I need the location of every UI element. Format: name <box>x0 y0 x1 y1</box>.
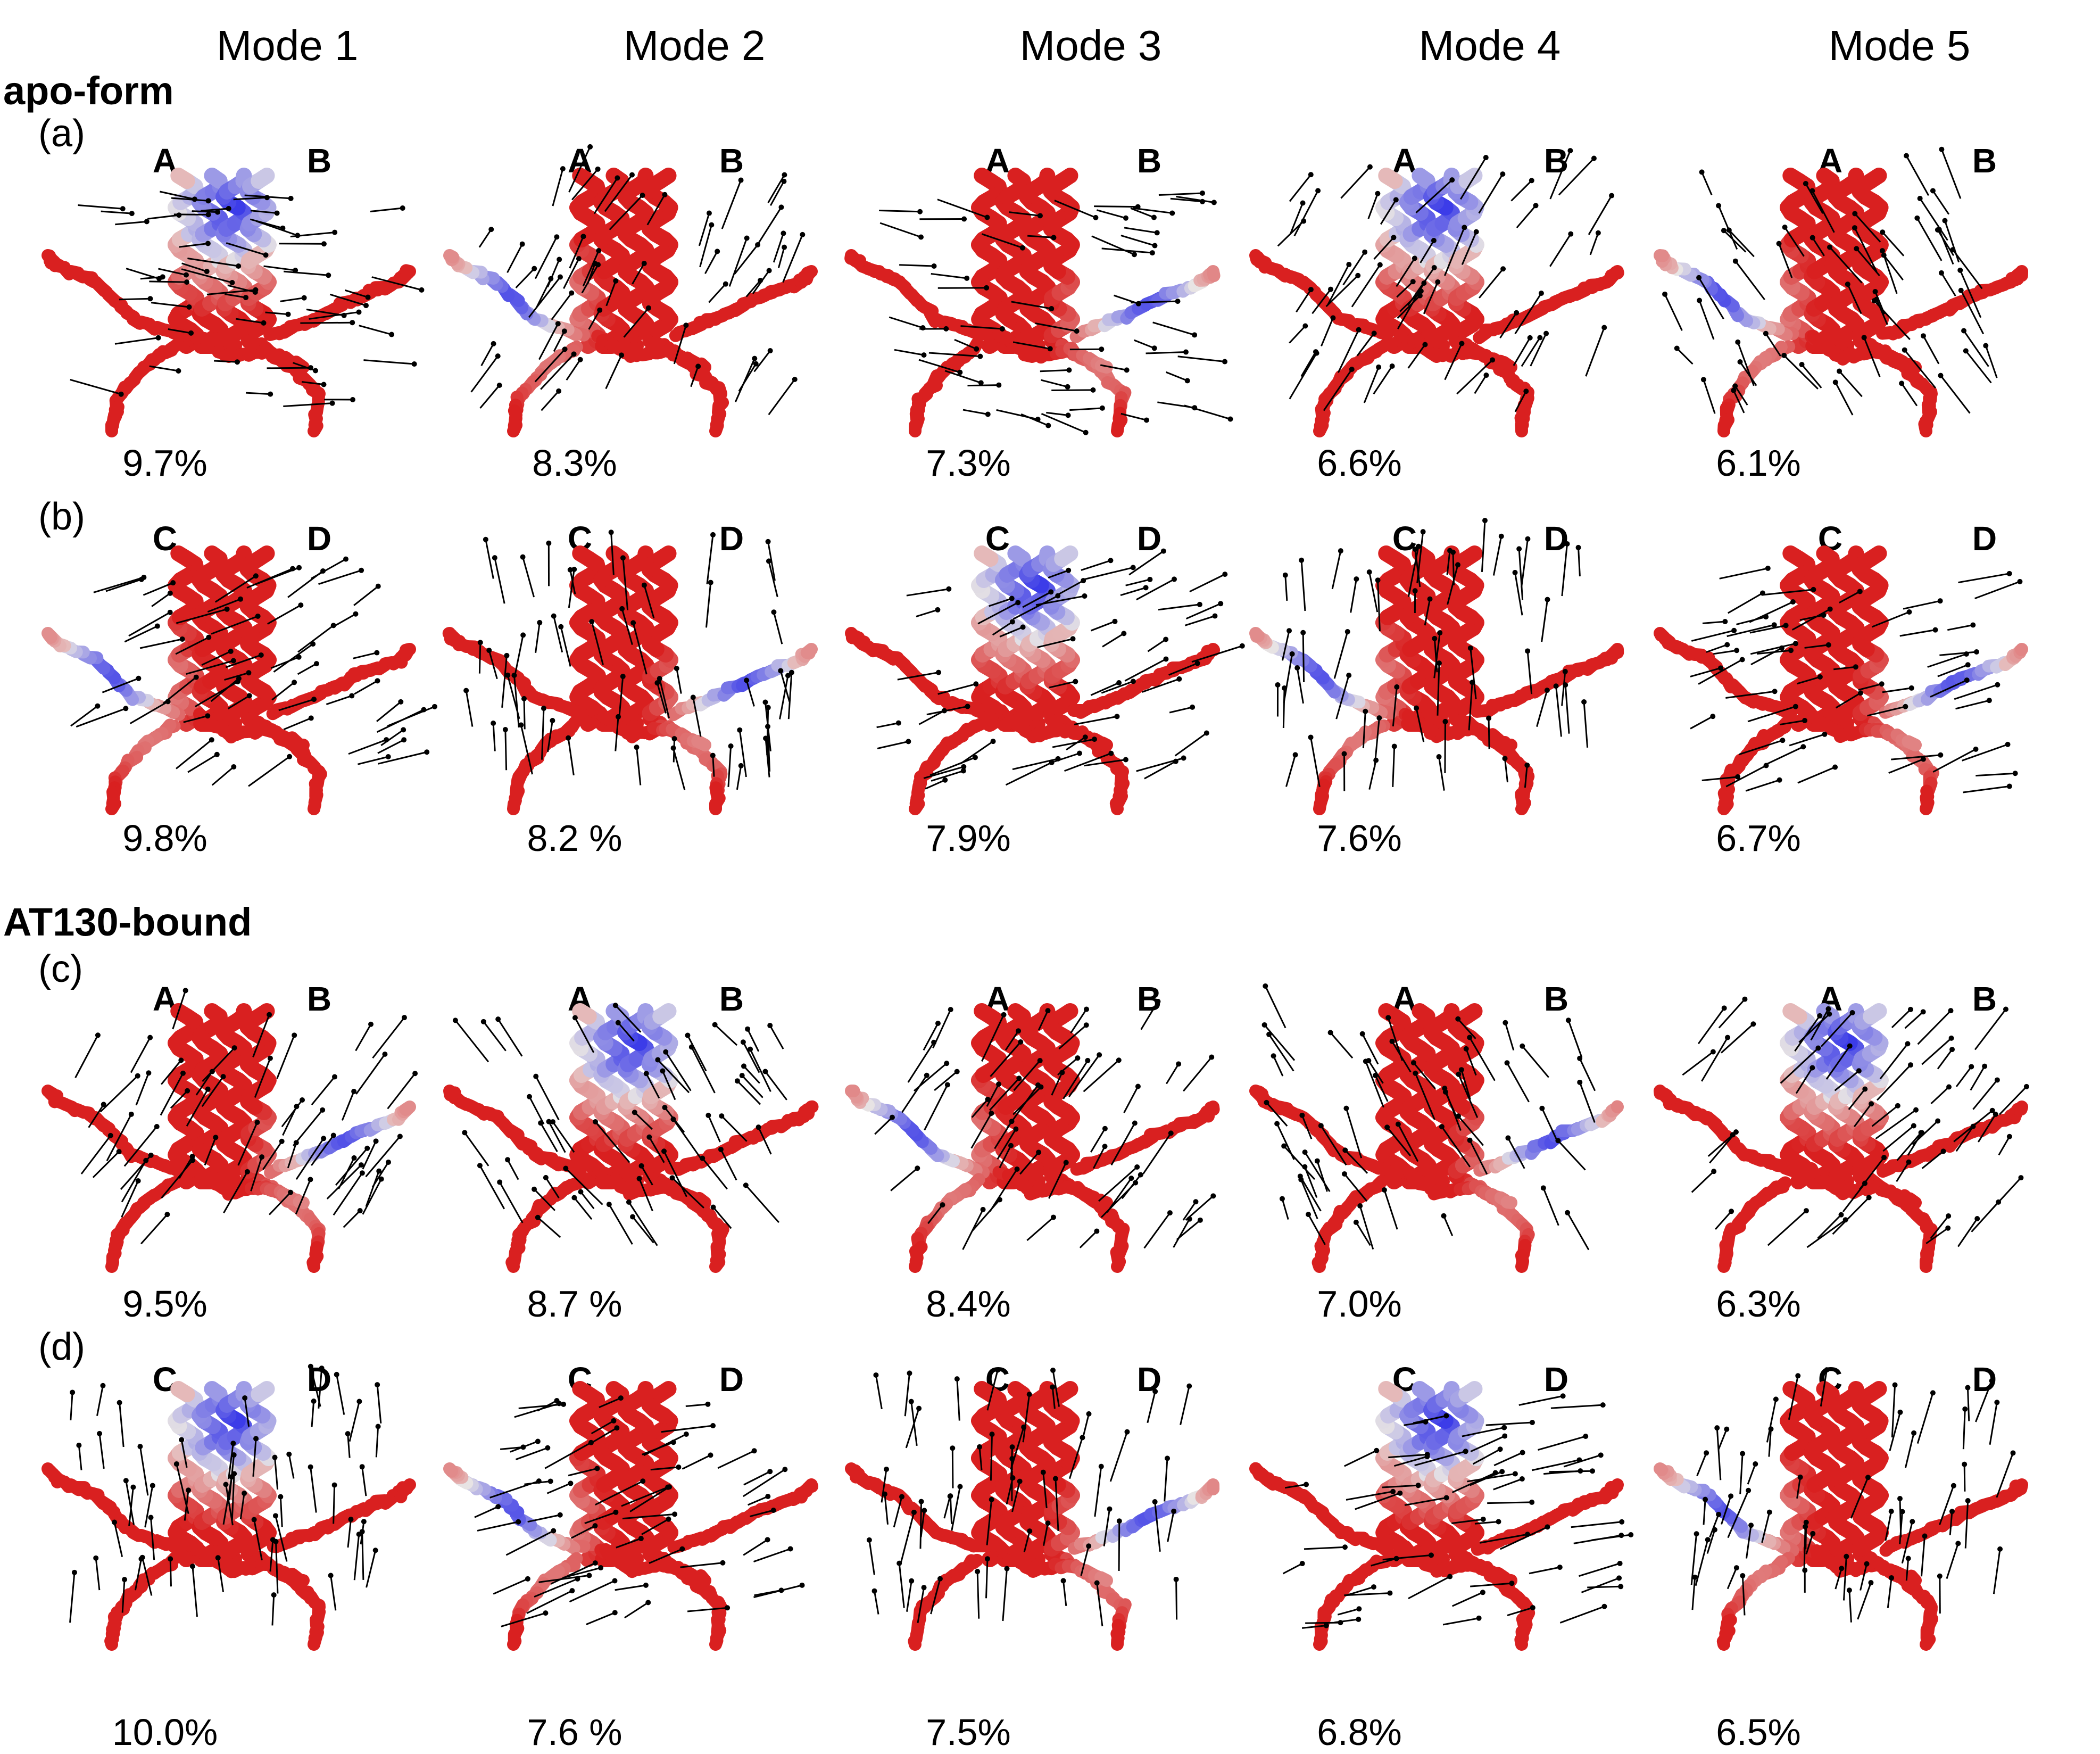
variance-percent: 7.5% <box>926 1711 1011 1753</box>
variance-percent: 7.0% <box>1317 1283 1402 1325</box>
variance-percent: 6.3% <box>1716 1283 1801 1325</box>
protein-ribbon-with-mode-arrows <box>845 998 1220 1273</box>
mode-structure-panel <box>37 144 425 442</box>
section-title-apo: apo-form <box>3 69 174 113</box>
mode-header-4: Mode 4 <box>1418 22 1561 69</box>
variance-percent: 9.5% <box>122 1283 207 1325</box>
mode-structure-panel <box>1649 144 2032 442</box>
chain-label-right: B <box>719 980 744 1018</box>
variance-percent: 7.3% <box>926 442 1011 484</box>
mode-structure-panel <box>1245 1357 1634 1655</box>
chain-label-right: B <box>719 142 744 180</box>
protein-ribbon-with-mode-arrows <box>1654 545 2028 815</box>
chain-label-right: D <box>719 519 744 558</box>
variance-percent: 6.5% <box>1716 1711 1801 1753</box>
mode-structure-panel <box>1245 979 1628 1277</box>
mode-structure-panel <box>439 144 822 442</box>
chain-label-right: B <box>1543 142 1569 180</box>
protein-ribbon-with-mode-arrows <box>1249 983 1624 1273</box>
variance-percent: 7.6 % <box>527 1711 622 1753</box>
mode-structure-panel <box>841 144 1233 442</box>
chain-label-right: D <box>1972 519 1997 558</box>
chain-label-right: D <box>719 1360 744 1399</box>
protein-ribbon-with-mode-arrows <box>1249 148 1624 437</box>
variance-percent: 7.9% <box>926 817 1011 859</box>
chain-label-right: B <box>1136 142 1162 180</box>
mode-structure-panel <box>841 979 1224 1277</box>
protein-ribbon-with-mode-arrows <box>41 988 418 1273</box>
mode-header-1: Mode 1 <box>216 22 359 69</box>
chain-label-right: B <box>306 980 332 1018</box>
mode-structure-panel <box>1245 144 1628 442</box>
mode-structure-panel <box>37 979 420 1277</box>
variance-percent: 6.6% <box>1317 442 1402 484</box>
protein-ribbon-with-mode-arrows <box>442 529 818 815</box>
protein-ribbon-with-mode-arrows <box>845 545 1245 815</box>
chain-label-right: B <box>306 142 332 180</box>
variance-percent: 6.8% <box>1317 1711 1402 1753</box>
mode-structure-panel <box>439 522 822 820</box>
mode-structure-panel <box>439 1357 822 1655</box>
protein-ribbon-with-mode-arrows <box>1249 1381 1634 1651</box>
variance-percent: 6.1% <box>1716 442 1801 484</box>
chain-label-right: D <box>1543 519 1569 558</box>
chain-label-right: D <box>1136 519 1162 558</box>
protein-ribbon-with-mode-arrows <box>41 168 425 437</box>
protein-ribbon-with-mode-arrows <box>443 1003 819 1273</box>
protein-ribbon-with-mode-arrows <box>1654 996 2029 1273</box>
variance-percent: 8.3% <box>532 442 617 484</box>
mode-header-5: Mode 5 <box>1828 22 1971 69</box>
variance-percent: 9.7% <box>122 442 207 484</box>
mode-header-2: Mode 2 <box>623 22 766 69</box>
variance-percent: 8.7 % <box>527 1283 622 1325</box>
mode-structure-panel <box>439 979 822 1277</box>
mode-structure-panel <box>1245 518 1628 820</box>
mode-structure-panel <box>37 522 437 820</box>
mode-structure-panel <box>841 522 1245 820</box>
chain-label-right: B <box>1972 980 1997 1018</box>
variance-percent: 8.4% <box>926 1283 1011 1325</box>
row-label-d: (d) <box>38 1326 85 1368</box>
row-label-b: (b) <box>38 495 85 538</box>
variance-percent: 8.2 % <box>527 817 622 859</box>
mode-structure-panel <box>1649 979 2032 1277</box>
variance-percent: 9.8% <box>122 817 207 859</box>
protein-ribbon-with-mode-arrows <box>443 144 818 437</box>
mode-structure-panel <box>1649 1357 2032 1655</box>
variance-percent: 10.0% <box>112 1711 218 1753</box>
protein-ribbon-with-mode-arrows <box>1249 518 1624 815</box>
protein-ribbon-with-mode-arrows <box>41 545 437 815</box>
protein-ribbon-with-mode-arrows <box>844 168 1233 437</box>
mode-structure-panel <box>841 1357 1224 1655</box>
variance-percent: 6.7% <box>1716 817 1801 859</box>
mode-structure-panel <box>37 1357 420 1655</box>
chain-label-right: D <box>1543 1360 1569 1399</box>
protein-ribbon-with-mode-arrows <box>1654 146 2028 437</box>
mode-structure-panel <box>1649 522 2032 820</box>
protein-ribbon-with-mode-arrows <box>443 1381 818 1651</box>
mode-header-3: Mode 3 <box>1019 22 1162 69</box>
protein-ribbon-with-mode-arrows <box>41 1363 416 1651</box>
chain-label-right: D <box>306 519 332 558</box>
row-label-a: (a) <box>38 112 85 155</box>
protein-ribbon-with-mode-arrows <box>845 1367 1220 1651</box>
chain-label-right: B <box>1543 980 1569 1018</box>
row-label-c: (c) <box>38 948 83 990</box>
section-title-at130: AT130-bound <box>3 900 252 944</box>
chain-label-right: B <box>1972 142 1997 180</box>
variance-percent: 7.6% <box>1317 817 1402 859</box>
protein-ribbon-with-mode-arrows <box>1654 1367 2028 1651</box>
